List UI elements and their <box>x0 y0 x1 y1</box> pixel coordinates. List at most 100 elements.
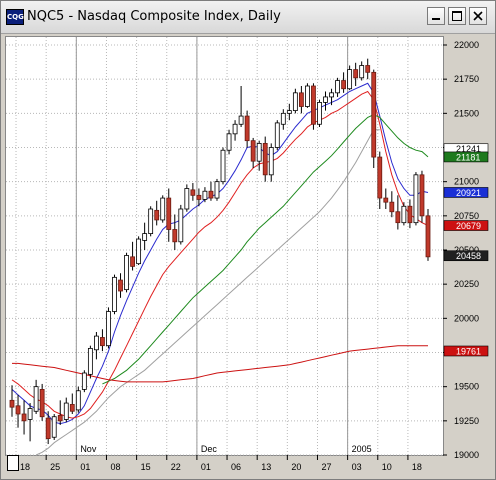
candle <box>184 184 190 212</box>
candle <box>317 99 322 127</box>
x-tick-label: 08 <box>110 462 120 472</box>
y-tick-label: 20750 <box>454 211 479 221</box>
y-tick-label: 21000 <box>454 177 479 187</box>
y-tick-label: 20250 <box>454 279 479 289</box>
candle-body <box>395 211 401 224</box>
title-bar[interactable]: CQG NQC5 - Nasdaq Composite Index, Daily <box>1 1 495 34</box>
candle <box>341 72 346 93</box>
cqg-logo-icon[interactable]: CQG <box>6 9 24 25</box>
candle-body <box>112 276 117 312</box>
candle-body <box>118 279 123 292</box>
price-badge-bg <box>443 250 489 262</box>
candle <box>419 170 425 223</box>
candle <box>371 69 377 168</box>
candle-body <box>244 115 250 142</box>
candle-body <box>142 233 148 241</box>
candle-body <box>226 133 232 151</box>
candle <box>196 188 202 207</box>
candle-body <box>220 149 226 183</box>
minimize-button[interactable] <box>427 7 445 25</box>
candles <box>9 58 431 445</box>
candle-body <box>27 408 33 420</box>
candle-body <box>130 256 135 267</box>
y-axis: 2200021750215002125021000207502050020250… <box>443 40 479 460</box>
candle <box>45 411 51 445</box>
x-tick-label: 20 <box>291 462 301 472</box>
scroll-handle[interactable] <box>7 455 19 471</box>
candle <box>142 222 148 250</box>
moving-average-lines <box>11 82 429 456</box>
x-tick-label: 03 <box>352 462 362 472</box>
candle-body <box>45 417 51 440</box>
candle <box>63 397 69 423</box>
x-tick-label: 15 <box>141 462 151 472</box>
candle-body <box>106 311 111 347</box>
candle <box>33 379 39 414</box>
candle-body <box>136 238 142 265</box>
y-tick-label: 20500 <box>454 245 479 255</box>
candle <box>256 140 262 171</box>
candle-body <box>87 347 93 375</box>
candle-body <box>75 390 81 411</box>
price-badge-label: 19761 <box>456 346 481 356</box>
y-tick-label: 19500 <box>454 382 479 392</box>
x-tick-label: 22 <box>171 462 181 472</box>
ma-gray-line <box>35 129 380 456</box>
candle-body <box>298 92 304 107</box>
candle <box>401 202 407 226</box>
candle-body <box>214 181 220 199</box>
candle-body <box>341 80 346 90</box>
candle-body <box>39 388 45 418</box>
price-badge-label: 21241 <box>456 144 481 154</box>
candle-body <box>69 404 75 412</box>
candle-body <box>389 201 395 213</box>
x-tick-label: 13 <box>261 462 271 472</box>
candle <box>413 172 419 226</box>
candle-body <box>329 92 334 98</box>
candle <box>172 214 178 250</box>
candle <box>250 137 256 168</box>
close-icon <box>473 11 483 21</box>
price-badge: 20921 <box>443 187 489 198</box>
candle <box>377 151 383 209</box>
candle-body <box>317 102 322 125</box>
ma-long-red-line <box>12 345 428 383</box>
y-tick-label: 20000 <box>454 313 479 323</box>
candle-body <box>347 69 353 90</box>
candle <box>335 77 340 97</box>
candle <box>389 191 395 218</box>
close-button[interactable] <box>469 7 487 25</box>
minimize-icon <box>432 18 440 20</box>
plot-area[interactable] <box>5 36 444 456</box>
price-badge-bg <box>443 345 489 357</box>
price-badge-bg <box>443 151 489 163</box>
candle-body <box>172 229 178 243</box>
candle <box>286 103 292 121</box>
candle-body <box>311 85 316 125</box>
candle-body <box>33 386 39 412</box>
candle-body <box>63 402 69 420</box>
candle-body <box>154 209 160 221</box>
x-tick-label: 27 <box>321 462 331 472</box>
candle-body <box>262 142 268 176</box>
candle-body <box>377 156 383 199</box>
candle-body <box>359 65 365 79</box>
candle-body <box>196 194 202 200</box>
candle <box>166 188 172 242</box>
maximize-button[interactable] <box>448 7 466 25</box>
candle <box>262 136 268 182</box>
candle <box>75 386 81 413</box>
candle <box>57 400 63 425</box>
candle-body <box>51 416 57 438</box>
candle-body <box>419 174 425 217</box>
candle <box>190 183 196 201</box>
candle <box>359 61 365 81</box>
y-tick-label: 19250 <box>454 416 479 426</box>
candle-body <box>353 69 359 79</box>
x-tick-label: 06 <box>231 462 241 472</box>
x-tick-label: 25 <box>50 462 60 472</box>
candle-body <box>94 335 99 351</box>
candle <box>27 403 33 442</box>
y-tick-label: 21750 <box>454 74 479 84</box>
